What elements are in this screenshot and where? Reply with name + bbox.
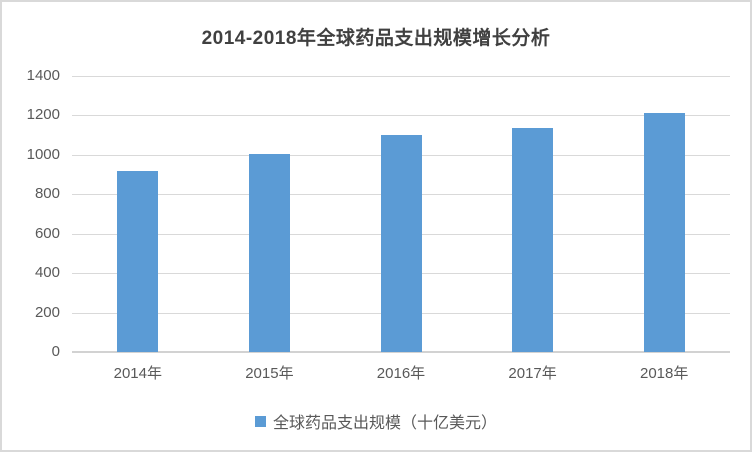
x-tick-label-2014年: 2014年 (113, 365, 162, 382)
gridline-1200 (72, 115, 730, 117)
y-tick-label-200: 200 (34, 303, 60, 321)
chart-title: 2014-2018年全球药品支出规模增长分析 (201, 28, 551, 49)
bar-2018年 (643, 113, 685, 352)
x-axis-line (72, 351, 730, 353)
y-tick-label-1200: 1200 (26, 106, 60, 124)
x-tick-label-2016年: 2016年 (376, 365, 426, 382)
bar-2016年 (380, 135, 422, 352)
gridline-1400 (72, 76, 730, 77)
x-tick-label-2018年: 2018年 (640, 365, 689, 382)
y-tick-label-1400: 1400 (26, 67, 60, 84)
legend-swatch-icon (254, 415, 266, 427)
y-tick-label-400: 400 (34, 264, 60, 282)
x-tick-label-2017年: 2017年 (508, 365, 557, 382)
y-tick-label-0: 0 (51, 343, 60, 360)
y-tick-label-1000: 1000 (26, 145, 60, 163)
x-tick-label-2015年: 2015年 (245, 365, 294, 382)
bar-2015年 (248, 153, 290, 352)
plot-area (72, 76, 730, 353)
y-tick-label-600: 600 (34, 224, 60, 242)
legend: 全球药品支出规模（十亿美元） (2, 409, 750, 433)
legend-label: 全球药品支出规模（十亿美元） (272, 415, 497, 432)
bar-2014年 (117, 170, 159, 352)
y-tick-label-800: 800 (34, 185, 60, 203)
bar-2017年 (512, 128, 554, 352)
